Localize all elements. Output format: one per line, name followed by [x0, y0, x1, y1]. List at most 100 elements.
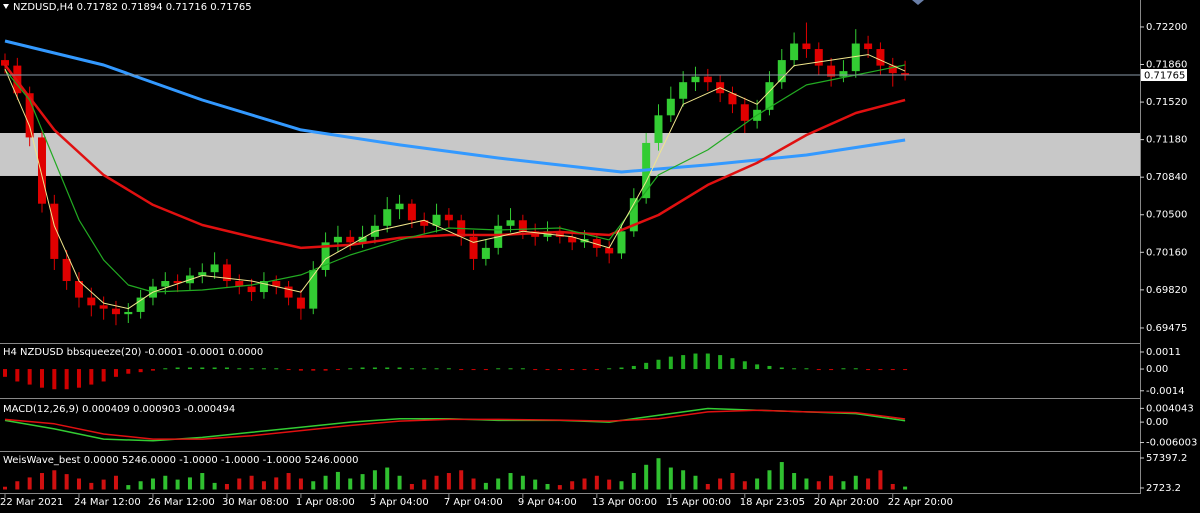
shift-marker	[912, 0, 924, 5]
close-value: 0.71765	[210, 2, 251, 13]
candle-body	[74, 281, 83, 298]
x-tick-label: 7 Apr 04:00	[444, 497, 503, 508]
candle-body	[296, 297, 305, 309]
histogram-bar	[27, 369, 32, 385]
histogram-bar	[15, 369, 20, 382]
indicator-line	[4, 64, 906, 293]
histogram-bar	[274, 477, 279, 490]
histogram-bar	[496, 368, 501, 370]
histogram-bar	[829, 475, 834, 490]
candle-body	[272, 281, 281, 287]
y-tick-label: 0.70500	[1146, 210, 1187, 221]
histogram-bar	[459, 470, 464, 490]
histogram-bar	[681, 355, 686, 370]
y-tick-label: 0.00	[1146, 364, 1168, 375]
histogram-bar	[619, 367, 624, 370]
candle-body	[666, 98, 675, 116]
histogram-bar	[113, 475, 118, 490]
candle-body	[740, 104, 749, 121]
histogram-bar	[829, 369, 834, 371]
indicator-line	[4, 39, 906, 174]
histogram-bar	[570, 481, 575, 490]
y-tick-label: 0.72200	[1146, 22, 1187, 33]
candle-body	[851, 43, 860, 72]
histogram-bar	[853, 368, 858, 370]
histogram-bar	[212, 367, 217, 370]
y-tick-label: -0.0014	[1146, 386, 1185, 397]
x-tick-label: 20 Apr 20:00	[814, 497, 879, 508]
histogram-bar	[841, 368, 846, 370]
candle-body	[617, 231, 626, 254]
candle-body	[87, 297, 96, 306]
x-tick-label: 5 Apr 04:00	[370, 497, 429, 508]
candle-body	[99, 305, 108, 309]
histogram-bar	[594, 475, 599, 490]
candle-body	[284, 286, 293, 298]
y-tick-label: 0.00	[1146, 417, 1168, 428]
x-tick-label: 9 Apr 04:00	[518, 497, 577, 508]
histogram-bar	[212, 482, 217, 490]
histogram-bar	[705, 483, 710, 490]
histogram-bar	[767, 470, 772, 490]
menu-arrow[interactable]	[3, 4, 9, 9]
histogram-bar	[853, 475, 858, 490]
candle-body	[864, 43, 873, 50]
histogram-bar	[681, 470, 686, 490]
histogram-bar	[237, 368, 242, 370]
histogram-bar	[582, 478, 587, 490]
histogram-bar	[866, 478, 871, 490]
candle-body	[555, 231, 564, 237]
histogram-bar	[656, 458, 661, 490]
y-tick-label: 0.71860	[1146, 60, 1187, 71]
histogram-bar	[607, 368, 612, 370]
histogram-bar	[348, 478, 353, 490]
high-value: 0.71894	[121, 2, 162, 13]
y-tick-label: 0.69820	[1146, 285, 1187, 296]
candle-body	[124, 311, 133, 315]
histogram-bar	[570, 369, 575, 371]
histogram-bar	[755, 478, 760, 490]
histogram-bar	[298, 478, 303, 490]
candle-body	[259, 281, 268, 293]
candle-body	[247, 286, 256, 293]
histogram-bar	[52, 470, 57, 490]
candle-body	[235, 281, 244, 287]
histogram-bar	[101, 369, 106, 382]
candle-body	[654, 115, 663, 143]
histogram-bar	[607, 479, 612, 490]
histogram-bar	[409, 368, 414, 370]
histogram-bar	[582, 369, 587, 371]
candle-body	[703, 76, 712, 83]
histogram-bar	[175, 367, 180, 370]
candle-body	[679, 82, 688, 99]
candle-body	[309, 269, 318, 309]
candle-body	[469, 236, 478, 259]
histogram-bar	[903, 486, 908, 490]
candle-body	[728, 93, 737, 105]
candle-body	[481, 247, 490, 259]
candle-body	[814, 49, 823, 66]
histogram-bar	[360, 367, 365, 370]
histogram-bar	[397, 367, 402, 370]
histogram-bar	[804, 368, 809, 370]
histogram-bar	[335, 369, 340, 371]
histogram-bar	[372, 367, 377, 370]
candle-body	[50, 203, 59, 259]
histogram-bar	[150, 478, 155, 490]
histogram-bar	[755, 364, 760, 370]
histogram-bar	[200, 473, 205, 490]
histogram-bar	[446, 368, 451, 370]
histogram-bar	[15, 481, 20, 490]
histogram-bar	[496, 478, 501, 490]
histogram-bar	[434, 475, 439, 490]
low-value: 0.71716	[166, 2, 207, 13]
histogram-bar	[274, 368, 279, 370]
histogram-bar	[520, 368, 525, 370]
candle-body	[876, 49, 885, 66]
histogram-bar	[249, 368, 254, 370]
histogram-bar	[471, 369, 476, 371]
y-tick-label: 0.70840	[1146, 172, 1187, 183]
histogram-bar	[89, 482, 94, 490]
histogram-bar	[200, 367, 205, 370]
